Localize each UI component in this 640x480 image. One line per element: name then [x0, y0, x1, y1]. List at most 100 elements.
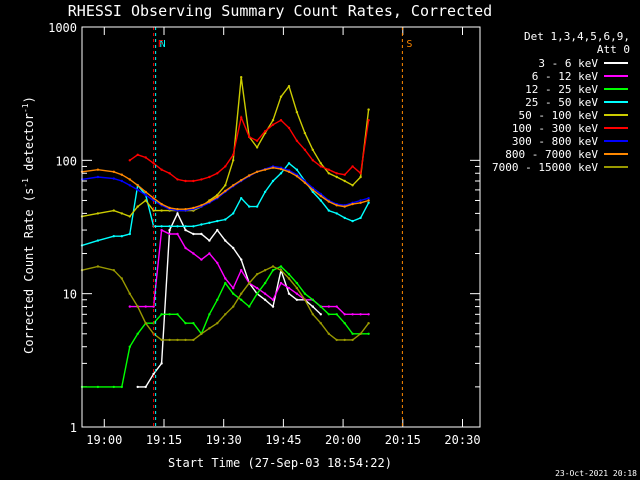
data-point-2-16: [224, 281, 227, 285]
data-point-0-13: [240, 258, 243, 261]
data-point-7-28: [319, 194, 322, 198]
data-point-3-23: [279, 172, 283, 175]
data-point-1-19: [279, 281, 283, 285]
data-point-2-11: [184, 322, 187, 325]
data-point-1-26: [335, 305, 338, 308]
data-point-4-23: [279, 95, 283, 98]
axis-ticks: 19:00 19:15 19:30 19:45 20:00 20:15 20:30 1 10 10…: [48, 21, 480, 447]
data-point-8-8: [160, 338, 163, 342]
data-point-4-6: [144, 199, 147, 202]
data-point-4-2: [112, 209, 116, 212]
data-point-4-30: [335, 175, 338, 179]
data-point-1-6: [176, 232, 179, 236]
data-point-8-16: [224, 313, 227, 316]
data-point-4-28: [319, 162, 322, 165]
data-point-4-22: [271, 119, 275, 122]
data-point-1-11: [216, 261, 219, 265]
data-point-2-3: [120, 385, 124, 389]
data-point-5-23: [311, 159, 314, 162]
series-line-0: [137, 211, 322, 388]
data-point-4-34: [367, 108, 370, 111]
data-point-0-1: [144, 385, 147, 389]
data-point-7-19: [248, 174, 251, 177]
legend-label-0: 3 - 6 keV: [538, 57, 598, 70]
data-point-7-1: [96, 168, 100, 171]
y-axis-label-sup2: -1: [21, 103, 30, 113]
data-point-2-22: [271, 269, 275, 272]
x-axis-label: Start Time (27-Sep-03 18:54:22): [168, 456, 392, 470]
data-point-5-3: [152, 162, 155, 165]
data-point-7-20: [255, 170, 259, 173]
data-point-8-28: [319, 322, 322, 325]
data-point-3-27: [311, 190, 314, 194]
data-point-3-21: [263, 190, 267, 194]
data-point-6-7: [152, 199, 155, 202]
data-point-5-27: [343, 173, 346, 176]
data-point-0-7: [192, 232, 195, 236]
data-point-0-17: [271, 305, 275, 308]
data-point-1-21: [295, 292, 299, 295]
data-point-0-8: [200, 232, 203, 236]
data-point-5-13: [232, 153, 235, 156]
data-point-2-30: [335, 313, 338, 316]
data-point-7-3: [120, 173, 124, 176]
data-point-6-33: [359, 199, 362, 202]
data-point-7-32: [351, 202, 354, 206]
data-point-1-18: [271, 298, 275, 301]
data-point-5-9: [200, 178, 203, 181]
data-point-6-4: [128, 184, 131, 187]
data-point-1-8: [192, 252, 195, 255]
data-point-8-18: [240, 292, 243, 295]
data-point-2-2: [112, 385, 116, 389]
data-point-2-25: [295, 281, 299, 285]
data-point-0-10: [216, 228, 219, 232]
y-tick-label-3: 1000: [48, 21, 77, 35]
x-tick-label-1: 19:15: [146, 433, 182, 447]
series-line-3: [81, 162, 370, 247]
data-point-8-26: [303, 298, 307, 301]
data-point-8-12: [192, 338, 195, 342]
legend-header-1: Att 0: [597, 43, 630, 56]
data-point-3-2: [112, 235, 116, 238]
data-point-1-2: [144, 305, 147, 308]
data-point-7-31: [343, 205, 346, 208]
data-point-7-30: [335, 204, 338, 207]
data-point-2-5: [136, 332, 139, 335]
annotation-label-2: S: [406, 39, 412, 50]
data-point-8-20: [255, 273, 259, 276]
data-point-5-26: [335, 172, 338, 175]
data-point-3-18: [240, 197, 243, 200]
data-point-5-19: [279, 119, 283, 122]
legend-label-8: 7000 - 15000 keV: [492, 161, 598, 174]
data-point-8-29: [327, 332, 330, 335]
data-point-4-29: [327, 172, 330, 175]
data-point-3-31: [343, 216, 346, 220]
data-point-1-13: [232, 286, 235, 290]
data-point-7-25: [295, 175, 299, 178]
data-point-3-3: [120, 235, 124, 238]
y-tick-label-0: 1: [70, 421, 77, 435]
data-point-0-12: [232, 246, 235, 250]
data-point-3-10: [176, 225, 179, 228]
data-point-6-28: [319, 192, 322, 196]
y-axis-label: Corrected Count Rate (s-1 detector-1): [21, 96, 36, 354]
data-point-8-9: [168, 338, 171, 342]
data-point-2-9: [168, 313, 171, 316]
y-tick-label-2: 100: [55, 154, 77, 168]
data-point-1-4: [160, 228, 163, 232]
annotation-label-0: N: [160, 39, 166, 50]
data-point-5-5: [168, 172, 171, 175]
data-point-0-19: [287, 292, 291, 295]
data-point-1-29: [359, 313, 362, 316]
data-point-0-20: [295, 298, 299, 301]
data-point-7-26: [303, 181, 307, 184]
data-point-5-4: [160, 168, 163, 171]
data-point-5-14: [240, 116, 243, 119]
x-tick-label-4: 20:00: [325, 433, 361, 447]
data-point-1-3: [152, 305, 155, 308]
data-point-5-7: [184, 179, 187, 183]
y-axis-label-main: Corrected Count Rate (s: [22, 188, 36, 354]
series-line-5: [129, 115, 370, 182]
